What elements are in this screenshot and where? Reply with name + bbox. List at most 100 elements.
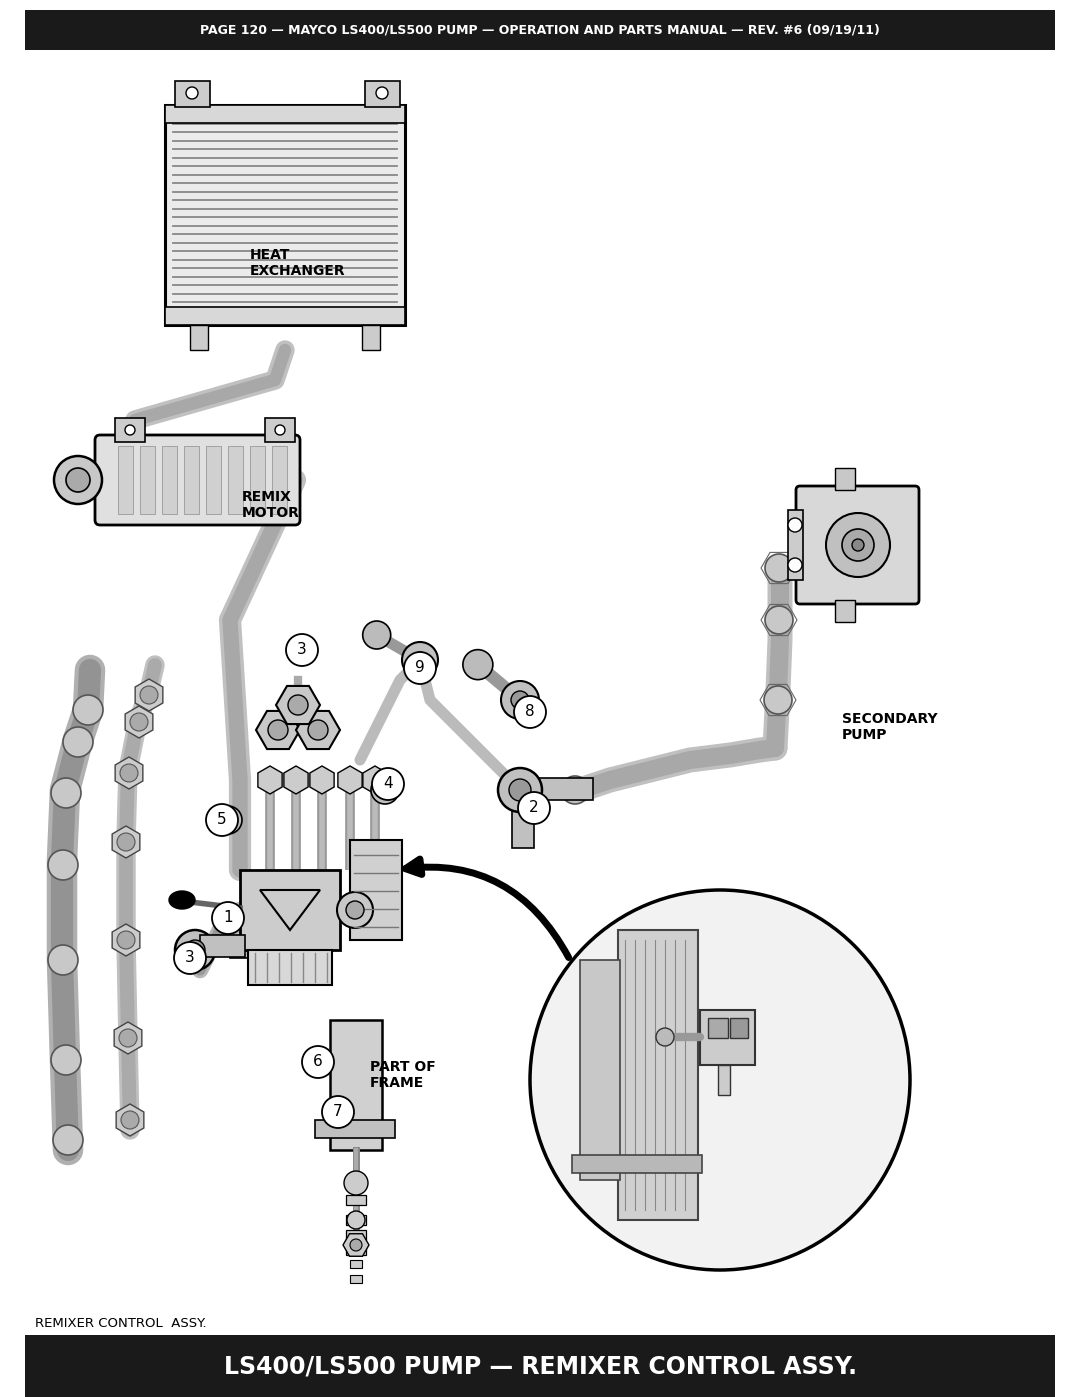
Circle shape	[514, 696, 546, 728]
Bar	[708, 1018, 728, 1038]
Bar	[315, 1120, 395, 1139]
Circle shape	[509, 780, 531, 800]
Bar	[346, 1215, 366, 1225]
Text: 9: 9	[415, 661, 424, 676]
Circle shape	[518, 792, 550, 824]
Bar	[249, 446, 265, 514]
Polygon shape	[276, 686, 320, 724]
Bar	[346, 1245, 366, 1255]
Bar	[580, 960, 620, 1180]
Circle shape	[119, 1030, 137, 1046]
Circle shape	[53, 1125, 83, 1155]
Text: REMIXER CONTROL  ASSY.: REMIXER CONTROL ASSY.	[35, 1317, 206, 1330]
Text: 6: 6	[313, 1055, 323, 1070]
Bar	[272, 446, 287, 514]
Polygon shape	[112, 826, 139, 858]
Polygon shape	[343, 1234, 369, 1256]
Circle shape	[656, 1028, 674, 1046]
Bar	[700, 1010, 755, 1065]
Bar	[25, 10, 1055, 50]
Circle shape	[275, 425, 285, 434]
Text: PAGE 120 — MAYCO LS400/LS500 PUMP — OPERATION AND PARTS MANUAL — REV. #6 (09/19/: PAGE 120 — MAYCO LS400/LS500 PUMP — OPER…	[200, 24, 880, 36]
Polygon shape	[116, 757, 143, 789]
Bar	[618, 930, 698, 1220]
Circle shape	[826, 513, 890, 577]
Circle shape	[402, 643, 438, 678]
Circle shape	[852, 539, 864, 550]
Bar	[835, 468, 855, 490]
Circle shape	[842, 529, 874, 562]
Circle shape	[48, 849, 78, 880]
Bar	[512, 807, 534, 848]
Circle shape	[175, 930, 215, 970]
Bar	[365, 81, 400, 108]
Polygon shape	[114, 1023, 141, 1053]
Circle shape	[788, 557, 802, 571]
Circle shape	[501, 680, 539, 719]
Bar	[350, 840, 402, 940]
Bar	[200, 935, 245, 957]
Circle shape	[214, 806, 242, 834]
Polygon shape	[125, 705, 153, 738]
Polygon shape	[258, 766, 282, 793]
Bar	[346, 1194, 366, 1206]
Bar	[118, 446, 133, 514]
FancyBboxPatch shape	[95, 434, 300, 525]
Bar	[350, 1275, 362, 1282]
Bar	[835, 599, 855, 622]
Circle shape	[530, 890, 910, 1270]
Circle shape	[765, 555, 793, 583]
Circle shape	[66, 468, 90, 492]
Text: 3: 3	[297, 643, 307, 658]
Bar	[346, 1229, 366, 1241]
Bar	[330, 1020, 382, 1150]
Circle shape	[322, 1097, 354, 1127]
Circle shape	[51, 778, 81, 807]
Circle shape	[376, 87, 388, 99]
Circle shape	[498, 768, 542, 812]
Circle shape	[511, 692, 529, 710]
Circle shape	[54, 455, 102, 504]
Circle shape	[765, 606, 793, 634]
Circle shape	[73, 694, 103, 725]
Text: SECONDARY
PUMP: SECONDARY PUMP	[842, 712, 937, 742]
Bar	[265, 418, 295, 441]
Polygon shape	[363, 766, 387, 793]
Bar	[538, 778, 593, 800]
Polygon shape	[256, 711, 300, 749]
Circle shape	[185, 940, 205, 960]
Polygon shape	[296, 711, 340, 749]
Circle shape	[347, 1211, 365, 1229]
Bar	[190, 326, 208, 351]
Bar	[718, 1065, 730, 1095]
Text: 7: 7	[334, 1105, 342, 1119]
Polygon shape	[135, 679, 163, 711]
Bar	[248, 950, 332, 985]
Text: 2: 2	[529, 800, 539, 816]
Polygon shape	[284, 766, 308, 793]
Circle shape	[404, 652, 436, 685]
Circle shape	[411, 652, 428, 668]
Text: REMIX
MOTOR: REMIX MOTOR	[242, 490, 300, 520]
Polygon shape	[117, 1104, 144, 1136]
Circle shape	[63, 726, 93, 757]
Polygon shape	[310, 766, 334, 793]
Circle shape	[372, 768, 404, 800]
Circle shape	[378, 782, 392, 798]
Bar	[230, 921, 252, 958]
Circle shape	[212, 902, 244, 935]
Circle shape	[764, 686, 792, 714]
Bar	[362, 326, 380, 351]
Text: 4: 4	[383, 777, 393, 792]
Bar	[114, 418, 145, 441]
Bar	[240, 870, 340, 950]
Text: PART OF
FRAME: PART OF FRAME	[370, 1060, 435, 1090]
Circle shape	[286, 634, 318, 666]
Circle shape	[125, 425, 135, 434]
Circle shape	[121, 1111, 139, 1129]
Bar	[162, 446, 177, 514]
Bar	[165, 307, 405, 326]
Text: HEAT
EXCHANGER: HEAT EXCHANGER	[249, 249, 346, 278]
Circle shape	[117, 833, 135, 851]
Circle shape	[48, 944, 78, 975]
